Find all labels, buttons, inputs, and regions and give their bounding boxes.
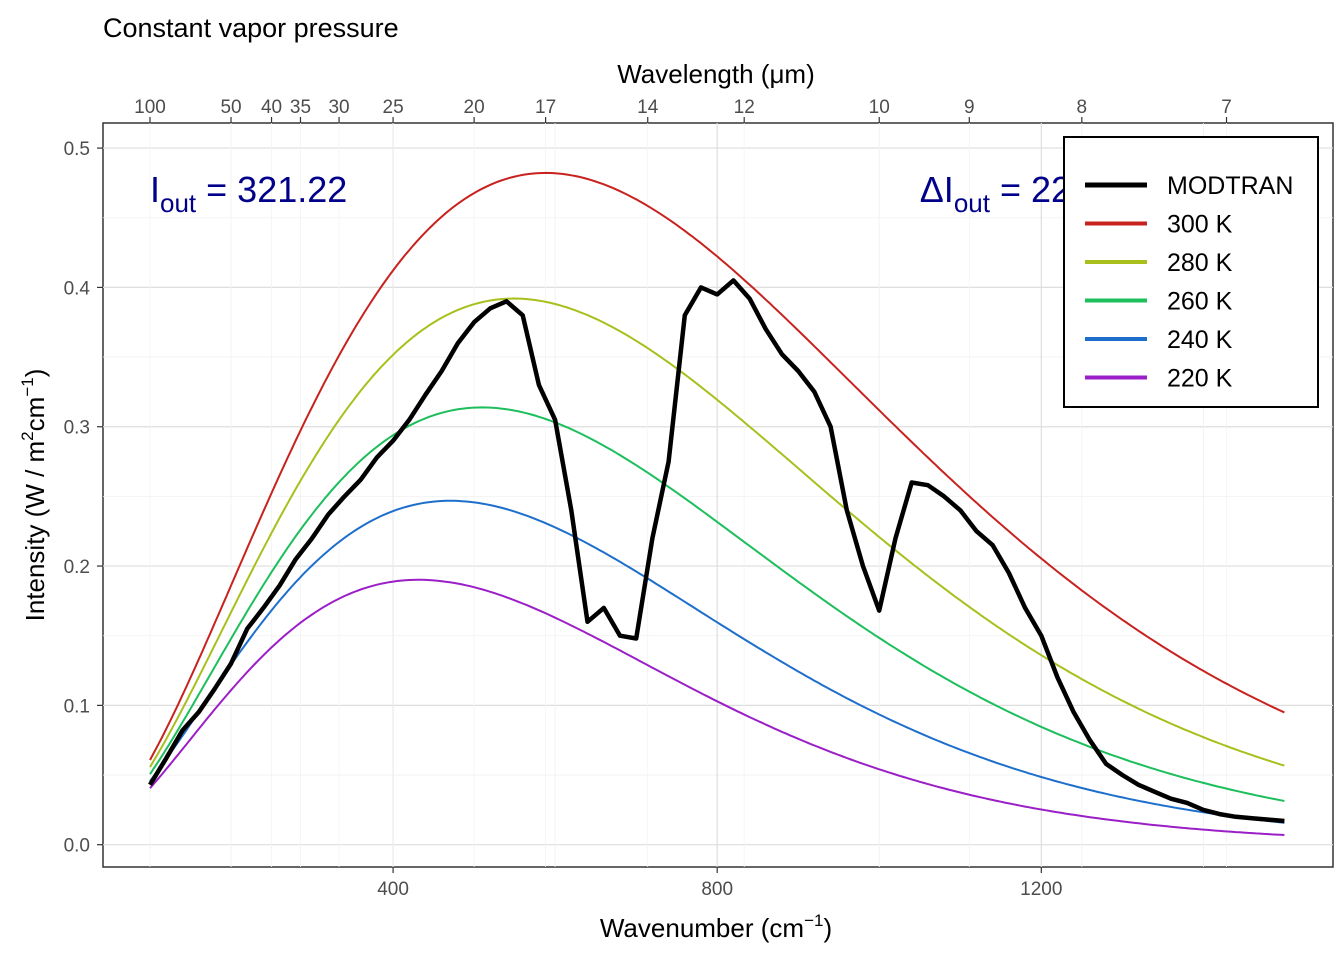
y-axis-title-part: Intensity (W / m (20, 441, 50, 622)
annotation-main: ΔI (920, 169, 954, 210)
annotation-text: Iout = 321.22 (150, 169, 347, 218)
annotation-value: = 321.22 (196, 169, 347, 210)
top-tick-label: 8 (1077, 97, 1088, 118)
x-tick-label: 800 (701, 879, 733, 900)
axis-titles: Wavenumber (cm−1)Intensity (W / m2cm−1) (18, 369, 832, 943)
legend-label: 220 K (1167, 365, 1233, 393)
legend-label: 300 K (1167, 211, 1233, 239)
top-tick-label: 50 (220, 97, 241, 118)
x-axis-title-part: −1 (804, 911, 823, 930)
x-axis: 400 800 1200 (377, 867, 1062, 900)
series-line-240k (149, 499, 1285, 824)
x-tick-label: 1200 (1020, 879, 1062, 900)
legend-box (1063, 136, 1319, 408)
top-tick-label: 100 (134, 97, 166, 118)
y-axis-title-part: cm (20, 397, 50, 432)
x-tick-label: 400 (377, 879, 409, 900)
annotations: Iout = 321.22 ΔIout = 22.7 (150, 169, 1101, 218)
top-tick-label: 14 (637, 97, 659, 118)
top-tick-label: 10 (869, 97, 890, 118)
y-axis: 0.0 0.1 0.2 0.3 0.4 0.5 (64, 139, 103, 857)
legend-label: 280 K (1167, 249, 1233, 277)
series-line-300k (149, 171, 1285, 761)
legend-label: 240 K (1167, 326, 1233, 354)
legend: MODTRAN 300 K 280 K 260 K 240 K 220 K (1063, 136, 1319, 408)
y-tick-label: 0.5 (64, 139, 90, 160)
legend-label: 260 K (1167, 288, 1233, 316)
legend-label: MODTRAN (1167, 172, 1293, 200)
y-tick-label: 0.1 (64, 696, 90, 717)
y-tick-label: 0.2 (64, 557, 90, 578)
y-axis-title: Intensity (W / m2cm−1) (18, 369, 50, 622)
top-tick-label: 17 (535, 97, 556, 118)
x-axis-title-part: Wavenumber (cm (600, 913, 804, 943)
series-layer (148, 171, 1285, 836)
series-line-280k (149, 297, 1285, 768)
plot-border (102, 122, 1334, 868)
annotation-main: I (150, 169, 160, 210)
y-tick-label: 0.3 (64, 418, 90, 439)
top-tick-label: 40 (261, 97, 282, 118)
y-tick-label: 0.4 (64, 278, 91, 299)
top-axis-ticks: 100 50 40 35 30 25 20 17 14 12 10 9 8 7 (134, 97, 1232, 123)
y-axis-title-part: ) (20, 369, 50, 378)
series-line-modtran (148, 278, 1285, 824)
top-tick-label: 30 (328, 97, 349, 118)
annotation-sub: out (954, 188, 991, 218)
chart-title: Constant vapor pressure (103, 13, 399, 43)
annotation-sub: out (160, 188, 197, 218)
top-tick-label: 20 (464, 97, 485, 118)
top-tick-label: 12 (734, 97, 755, 118)
top-tick-label: 25 (383, 97, 404, 118)
x-axis-title-part: ) (823, 913, 832, 943)
y-axis-title-part: −1 (18, 377, 37, 396)
y-axis-title-part: 2 (18, 431, 37, 440)
y-tick-label: 0.0 (64, 836, 90, 857)
top-axis-label: Wavelength (μm) (617, 59, 815, 89)
top-tick-label: 9 (964, 97, 975, 118)
top-tick-label: 35 (290, 97, 311, 118)
x-axis-title: Wavenumber (cm−1) (600, 911, 832, 943)
top-tick-label: 7 (1221, 97, 1232, 118)
series-line-220k (149, 578, 1285, 836)
